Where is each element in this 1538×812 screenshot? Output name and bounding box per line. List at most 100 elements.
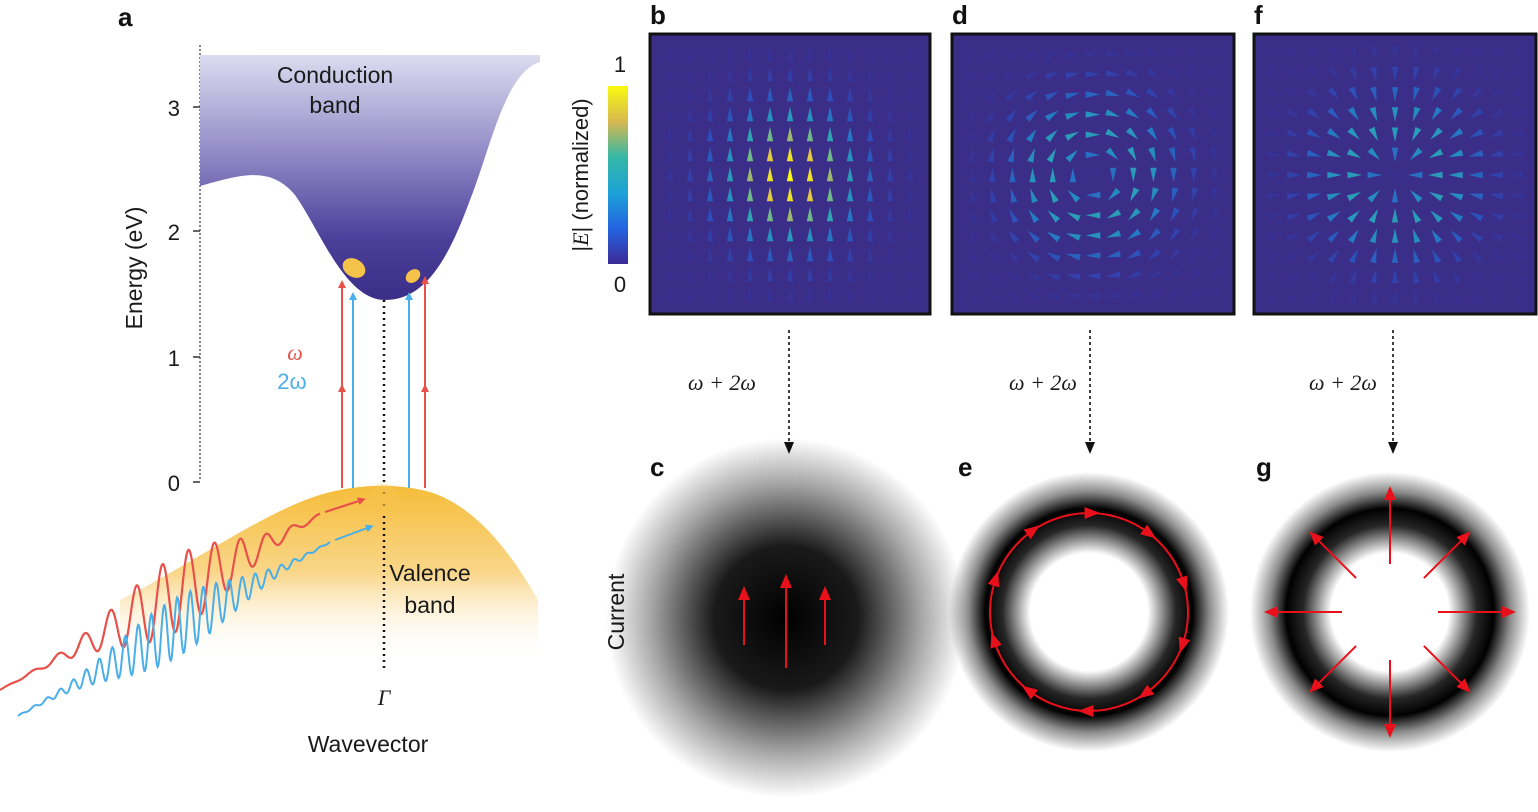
current-arrow <box>1309 531 1357 579</box>
field-arrow <box>1105 128 1120 138</box>
field-arrow <box>686 146 694 162</box>
two-omega-label: 2ω <box>277 369 306 394</box>
panel-label-g: g <box>1256 452 1272 482</box>
field-arrow <box>986 128 995 143</box>
field-arrow <box>886 46 894 62</box>
field-arrow <box>1428 171 1443 179</box>
field-arrow <box>846 206 854 222</box>
field-arrow <box>1307 66 1319 80</box>
field-arrow <box>726 146 734 162</box>
field-arrow <box>666 206 674 222</box>
field-arrow <box>984 69 998 82</box>
field-arrow <box>1146 126 1158 141</box>
field-arrow <box>1346 148 1362 159</box>
field-arrow <box>1085 71 1101 78</box>
field-arrow <box>666 266 674 282</box>
field-arrow <box>1448 192 1464 201</box>
valence-band <box>120 485 538 660</box>
field-arrow <box>1452 46 1462 61</box>
field-arrow <box>1287 46 1299 60</box>
field-arrow <box>846 266 854 282</box>
field-arrow <box>1413 46 1420 62</box>
field-arrow <box>1004 50 1019 61</box>
field-arrow <box>1348 106 1359 121</box>
field-arrow <box>1064 131 1080 141</box>
field-arrow <box>766 46 774 62</box>
field-arrow <box>1509 213 1524 221</box>
field-arrow <box>886 126 894 142</box>
field-arrow <box>1106 271 1121 278</box>
field-arrow <box>846 66 854 82</box>
field-arrow <box>1065 72 1080 79</box>
field-arrow <box>686 106 694 122</box>
colorbar-label: |E| (normalized) <box>568 98 593 251</box>
field-arrow <box>1044 110 1059 122</box>
field-arrow <box>666 286 674 302</box>
field-arrow <box>988 229 999 244</box>
field-arrow <box>1391 208 1399 223</box>
field-arrow <box>1085 252 1101 259</box>
field-arrow <box>1085 212 1101 219</box>
field-arrow <box>666 246 674 262</box>
field-arrow <box>989 167 996 183</box>
field-arrow <box>1108 187 1121 201</box>
field-arrow <box>706 106 714 122</box>
gamma-label: Γ <box>377 685 392 710</box>
field-arrow <box>967 147 975 163</box>
field-arrow <box>1024 70 1039 81</box>
field-arrow <box>746 186 754 202</box>
field-arrow <box>1449 211 1464 222</box>
field-arrow <box>1046 231 1061 243</box>
field-arrow <box>666 106 674 122</box>
field-arrow <box>1510 271 1524 283</box>
field-arrow <box>1286 129 1301 138</box>
field-arrow <box>1045 129 1058 143</box>
field-arrow <box>726 206 734 222</box>
y-axis-label: Energy (eV) <box>121 207 147 330</box>
field-arrow <box>906 166 914 182</box>
field-arrow <box>1347 171 1362 179</box>
field-arrow <box>1146 289 1162 300</box>
field-arrow <box>1170 167 1177 183</box>
current-arrowhead <box>987 570 1000 588</box>
current-arrowhead <box>1084 507 1100 519</box>
field-arrow <box>1432 269 1441 284</box>
field-arrow <box>1106 230 1121 238</box>
field-arrow <box>686 166 694 182</box>
field-arrow <box>1489 129 1504 138</box>
field-arrow <box>1432 66 1441 81</box>
field-arrow <box>1206 66 1219 80</box>
field-arrow <box>1266 213 1281 221</box>
panel-label-c: c <box>650 452 664 482</box>
field-arrow <box>726 86 734 102</box>
field-arrow <box>1089 167 1097 183</box>
field-arrow <box>1370 288 1377 304</box>
field-arrow <box>1266 171 1282 179</box>
field-arrow <box>666 66 674 82</box>
field-arrow <box>766 186 774 202</box>
field-arrow <box>1145 48 1160 58</box>
field-arrow <box>1046 148 1056 163</box>
field-arrow <box>686 206 694 222</box>
field-arrow <box>1147 248 1162 260</box>
field-arrow <box>1491 290 1503 304</box>
field-arrow <box>1106 209 1122 219</box>
field-arrow <box>1187 106 1198 121</box>
field-arrow <box>1005 108 1017 123</box>
field-arrow <box>686 86 694 102</box>
field-arrow <box>1369 228 1378 244</box>
field-arrow <box>1490 270 1504 284</box>
field-arrow <box>1106 250 1121 258</box>
excited-carrier-blob <box>342 258 366 278</box>
field-arrow <box>766 66 774 82</box>
field-arrow <box>1049 167 1056 183</box>
field-arrow <box>1433 46 1441 61</box>
field-arrow <box>1391 107 1399 122</box>
field-arrow <box>1348 249 1358 264</box>
field-arrow <box>886 66 894 82</box>
field-arrow <box>1410 147 1423 160</box>
field-arrow <box>966 108 976 123</box>
field-arrow <box>1065 149 1078 163</box>
field-arrow <box>1125 68 1140 77</box>
field-arrow <box>1287 171 1302 179</box>
